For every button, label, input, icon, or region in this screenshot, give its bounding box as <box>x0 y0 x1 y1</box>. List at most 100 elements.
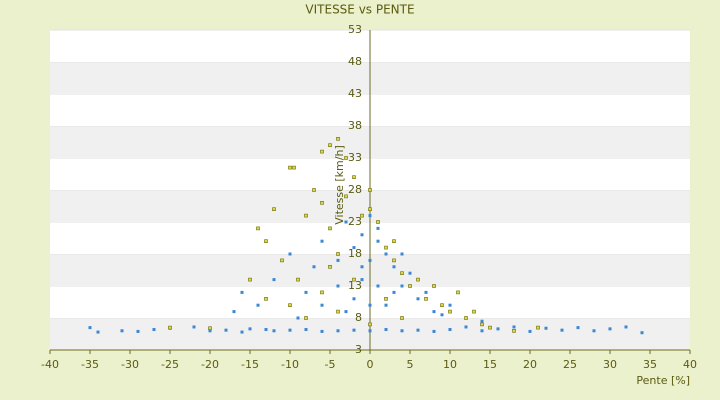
y-tick-label: 48 <box>348 55 362 68</box>
scatter-point <box>336 309 340 314</box>
scatter-point <box>264 328 268 332</box>
y-axis-title: Vitesse [km/h] <box>333 145 346 225</box>
scatter-point <box>232 310 236 314</box>
scatter-point <box>488 325 492 330</box>
scatter-point <box>304 328 308 332</box>
x-tick-label: 25 <box>563 358 577 371</box>
y-tick-label: 38 <box>348 119 362 132</box>
scatter-point <box>328 143 332 147</box>
scatter-point <box>384 296 388 301</box>
scatter-point <box>352 297 356 301</box>
y-tick-label: 23 <box>348 215 362 228</box>
scatter-point <box>312 265 316 269</box>
y-tick-label: 43 <box>348 87 362 100</box>
scatter-point <box>336 252 340 256</box>
scatter-point <box>384 252 388 256</box>
scatter-point <box>400 316 404 320</box>
scatter-point <box>608 327 612 331</box>
scatter-point <box>536 325 540 330</box>
scatter-point <box>352 175 356 179</box>
scatter-point <box>480 319 484 323</box>
scatter-point <box>368 188 372 192</box>
scatter-point <box>416 328 420 332</box>
scatter-point <box>240 330 244 334</box>
scatter-point <box>336 258 340 262</box>
scatter-point <box>320 329 324 333</box>
scatter-point <box>336 284 340 288</box>
x-tick-label: 40 <box>683 358 697 371</box>
scatter-point <box>304 290 308 294</box>
scatter-point <box>288 303 292 308</box>
scatter-point <box>368 214 372 218</box>
scatter-point <box>576 326 580 330</box>
scatter-point <box>336 329 340 333</box>
x-tick-label: 15 <box>483 358 497 371</box>
x-tick-label: -15 <box>241 358 259 371</box>
y-tick-label: 13 <box>348 279 362 292</box>
scatter-point <box>360 278 364 282</box>
scatter-point <box>416 277 420 282</box>
scatter-point <box>368 329 372 333</box>
scatter-point <box>264 239 268 243</box>
scatter-point <box>320 149 324 154</box>
scatter-point <box>384 328 388 332</box>
scatter-point <box>352 277 356 282</box>
scatter-point <box>392 258 396 263</box>
scatter-point <box>360 233 364 237</box>
scatter-point <box>376 284 380 288</box>
scatter-point <box>168 325 172 330</box>
scatter-point <box>320 201 324 205</box>
scatter-point <box>312 188 316 192</box>
scatter-point <box>296 277 300 282</box>
x-tick-label: 0 <box>367 358 374 371</box>
scatter-point <box>464 325 468 329</box>
scatter-point <box>408 271 412 275</box>
scatter-point <box>152 328 156 332</box>
x-tick-label: 30 <box>603 358 617 371</box>
scatter-point <box>400 252 404 256</box>
scatter-point <box>384 303 388 307</box>
scatter-point <box>352 328 356 332</box>
scatter-point <box>320 290 324 295</box>
scatter-point <box>208 326 212 331</box>
scatter-point <box>424 290 428 294</box>
scatter-point <box>240 290 244 294</box>
scatter-point <box>296 316 300 320</box>
scatter-point <box>320 303 324 307</box>
scatter-point <box>512 325 516 329</box>
scatter-point <box>376 220 380 224</box>
scatter-point <box>96 330 100 334</box>
scatter-point <box>368 258 372 262</box>
scatter-point <box>344 194 348 199</box>
scatter-point <box>408 284 412 288</box>
scatter-point <box>120 329 124 333</box>
scatter-point <box>304 213 308 218</box>
scatter-point <box>256 303 260 307</box>
x-tick-label: 35 <box>643 358 657 371</box>
scatter-point <box>416 297 420 301</box>
scatter-point <box>376 239 380 243</box>
scatter-point <box>512 328 516 333</box>
scatter-point <box>344 310 348 314</box>
scatter-point <box>528 329 532 333</box>
x-tick-label: 20 <box>523 358 537 371</box>
scatter-point <box>432 329 436 333</box>
scatter-point <box>440 313 444 317</box>
scatter-point <box>280 258 284 263</box>
scatter-point <box>440 303 444 308</box>
scatter-point <box>304 316 308 320</box>
scatter-point <box>392 265 396 269</box>
scatter-point <box>456 290 460 295</box>
scatter-point <box>448 328 452 332</box>
x-tick-label: -35 <box>81 358 99 371</box>
scatter-point <box>544 326 548 330</box>
scatter-point <box>328 226 332 231</box>
scatter-point <box>392 290 396 294</box>
scatter-point <box>256 226 260 231</box>
scatter-point <box>368 303 372 307</box>
x-tick-label: 10 <box>443 358 457 371</box>
scatter-point <box>368 207 372 211</box>
y-tick-label: 53 <box>348 23 362 36</box>
scatter-point <box>432 284 436 288</box>
